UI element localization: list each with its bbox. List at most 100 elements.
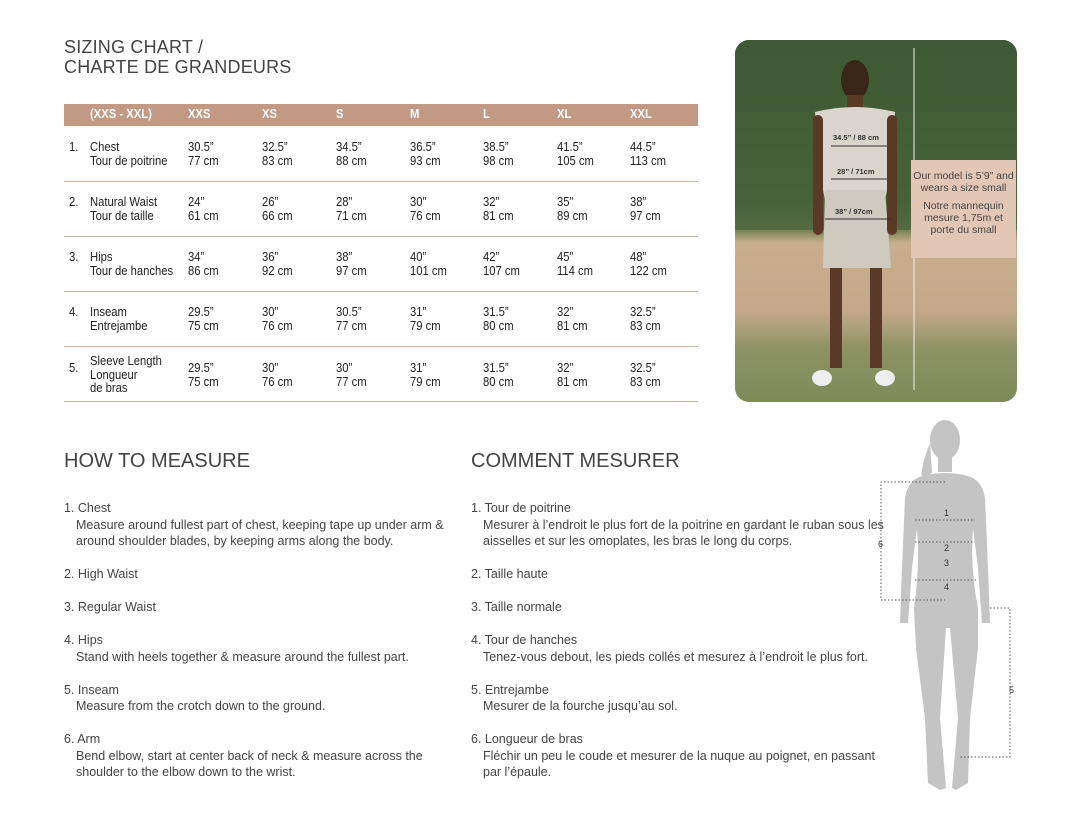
size-value: 48” (630, 250, 647, 264)
size-value: 75 cm (188, 318, 219, 333)
size-value: 105 cm (557, 153, 594, 168)
size-value: 80 cm (483, 374, 514, 389)
size-value: 31” (410, 305, 427, 319)
list-item: 3. Taille normale (471, 599, 891, 616)
size-value: 28” (336, 195, 353, 209)
header-s: S (336, 107, 344, 121)
silhouette-label-3: 3 (944, 558, 950, 568)
size-value: 77 cm (336, 374, 367, 389)
size-value: 77 cm (336, 318, 367, 333)
header-m: M (410, 107, 420, 121)
silhouette-label-5: 5 (1009, 685, 1015, 695)
size-value: 38.5” (483, 140, 509, 154)
item-description: Mesurer à l’endroit le plus fort de la p… (483, 517, 884, 549)
size-value: 97 cm (336, 263, 367, 278)
list-item: 1. Tour de poitrine Mesurer à l’endroit l… (471, 500, 891, 550)
row-label: Tour de poitrine (90, 153, 168, 168)
row-label: Sleeve Length (90, 354, 162, 368)
size-value: 34.5” (336, 140, 362, 154)
size-value: 31.5” (483, 305, 509, 319)
size-value: 32.5” (262, 140, 288, 154)
list-item: 2. High Waist (64, 566, 454, 583)
list-item: 5. Entrejambe Mesurer de la fourche jusqu… (471, 682, 891, 715)
item-title: 6. Arm (64, 732, 101, 746)
size-value: 76 cm (262, 374, 293, 389)
size-value: 36.5” (410, 140, 436, 154)
item-title: 5. Entrejambe (471, 682, 549, 697)
row-number: 1. (69, 140, 79, 154)
header-xxl: XXL (630, 107, 652, 121)
row-label: Entrejambe (90, 318, 148, 333)
list-item: 5. Inseam Measure from the crotch down to… (64, 682, 454, 715)
hips-measure: 38” / 97cm (835, 207, 873, 216)
row-number: 4. (69, 305, 79, 319)
table-header: (XXS - XXL) XXS XS S M L XL XXL (64, 104, 698, 126)
item-title: 3. Taille normale (471, 600, 562, 614)
row-label: Longueur (90, 367, 138, 382)
size-value: 76 cm (410, 208, 441, 223)
list-item: 4. Hips Stand with heels together & measu… (64, 632, 454, 665)
chest-measure: 34.5” / 88 cm (833, 133, 879, 142)
size-value: 30” (336, 361, 353, 375)
row-label: Tour de hanches (90, 263, 174, 278)
list-item: 3. Regular Waist (64, 599, 454, 616)
size-value: 36” (262, 250, 279, 264)
size-value: 81 cm (483, 208, 514, 223)
item-description: Measure around fullest part of chest, ke… (76, 517, 444, 549)
size-value: 114 cm (557, 263, 594, 278)
size-value: 89 cm (557, 208, 588, 223)
size-value: 122 cm (630, 263, 667, 278)
row-label: Inseam (90, 305, 127, 319)
size-value: 32.5” (630, 305, 656, 319)
silhouette-label-1: 1 (944, 508, 950, 518)
size-value: 83 cm (262, 153, 293, 168)
list-item: 2. Taille haute (471, 566, 891, 583)
item-title: 2. Taille haute (471, 567, 548, 581)
item-description: Bend elbow, start at center back of neck… (76, 748, 423, 780)
row-number: 5. (69, 361, 79, 375)
size-value: 29.5” (188, 361, 214, 375)
size-value: 76 cm (262, 318, 293, 333)
list-item: 1. Chest Measure around fullest part of c… (64, 500, 454, 550)
list-item: 6. Arm Bend elbow, start at center back o… (64, 731, 454, 781)
size-value: 79 cm (410, 318, 441, 333)
item-title: 3. Regular Waist (64, 600, 156, 614)
body-silhouette (880, 420, 1011, 790)
header-l: L (483, 107, 490, 121)
size-value: 81 cm (557, 318, 588, 333)
comment-mesurer-list: 1. Tour de poitrine Mesurer à l’endroit l… (471, 500, 891, 797)
header-xxs: XXS (188, 107, 211, 121)
row-divider (64, 291, 698, 292)
size-value: 86 cm (188, 263, 219, 278)
size-value: 79 cm (410, 374, 441, 389)
size-value: 93 cm (410, 153, 441, 168)
row-label: Chest (90, 140, 120, 154)
size-value: 30.5” (188, 140, 214, 154)
item-description: Stand with heels together & measure arou… (76, 649, 409, 664)
size-value: 32” (557, 361, 574, 375)
size-value: 30” (410, 195, 427, 209)
item-description: Fléchir un peu le coude et mesurer de la… (483, 748, 875, 780)
size-value: 113 cm (630, 153, 667, 168)
list-item: 6. Longueur de bras Fléchir un peu le cou… (471, 731, 891, 781)
item-title: 4. Hips (64, 633, 103, 647)
size-value: 97 cm (630, 208, 661, 223)
size-value: 32” (483, 195, 500, 209)
page-title: SIZING CHART / CHARTE DE GRANDEURS (64, 37, 292, 77)
size-value: 45” (557, 250, 574, 264)
size-value: 77 cm (188, 153, 219, 168)
size-value: 83 cm (630, 318, 661, 333)
row-divider (64, 236, 698, 237)
silhouette-label-6: 6 (878, 539, 884, 549)
row-label: Tour de taille (90, 208, 154, 223)
size-value: 40” (410, 250, 427, 264)
model-info-callout: Our model is 5’9” and wears a size small… (911, 160, 1016, 258)
size-value: 32.5” (630, 361, 656, 375)
size-value: 26” (262, 195, 279, 209)
header-size-range: (XXS - XXL) (90, 107, 152, 121)
size-value: 34” (188, 250, 205, 264)
size-value: 35” (557, 195, 574, 209)
row-number: 2. (69, 195, 79, 209)
size-value: 75 cm (188, 374, 219, 389)
size-value: 31.5” (483, 361, 509, 375)
